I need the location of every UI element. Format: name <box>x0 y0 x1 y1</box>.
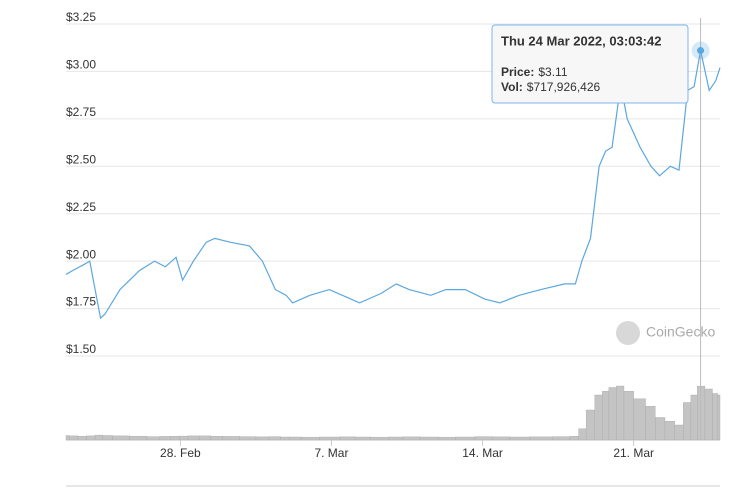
volume-bar <box>94 434 103 441</box>
volume-bar <box>616 385 625 441</box>
volume-bar <box>683 402 692 441</box>
y-tick-label: $3.00 <box>66 58 96 72</box>
volume-bar <box>492 436 510 441</box>
volume-bar <box>69 435 79 441</box>
volume-bar <box>179 435 189 441</box>
volume-bar <box>602 391 610 441</box>
volume-bar <box>65 435 70 441</box>
volume-bar <box>199 435 211 441</box>
volume-bar <box>623 391 634 441</box>
tooltip-line: Vol: $717,926,426 <box>501 80 601 94</box>
volume-bar <box>402 436 421 441</box>
y-tick-label: $2.00 <box>66 247 96 261</box>
volume-bar <box>159 436 171 441</box>
y-tick-label: $2.75 <box>66 105 96 119</box>
volume-bar <box>319 436 341 441</box>
volume-bar <box>86 435 96 441</box>
volume-bar <box>674 424 684 441</box>
volume-bar <box>77 436 87 441</box>
x-tick-label: 14. Mar <box>462 446 503 460</box>
volume-bar <box>255 436 270 441</box>
volume-bar <box>633 398 646 441</box>
y-tick-label: $1.50 <box>66 342 96 356</box>
tooltip-title: Thu 24 Mar 2022, 03:03:42 <box>501 33 661 48</box>
volume-bar <box>664 421 675 441</box>
volume-bar <box>655 417 666 441</box>
volume-bar <box>268 436 281 441</box>
volume-bar <box>222 436 240 441</box>
watermark: CoinGecko <box>616 321 715 345</box>
volume-bar <box>474 436 493 441</box>
volume-bar <box>509 436 531 441</box>
y-tick-label: $3.25 <box>66 10 96 24</box>
x-tick-label: 28. Feb <box>160 446 201 460</box>
volume-bar <box>585 409 596 441</box>
volume-bar <box>712 393 719 441</box>
tooltip-label: Price: <box>501 65 534 79</box>
tooltip-line: Price: $3.11 <box>501 65 568 79</box>
volume-bar <box>717 394 721 441</box>
price-line <box>65 50 721 320</box>
watermark-logo <box>616 321 640 345</box>
watermark-text: CoinGecko <box>646 324 715 340</box>
volume-bar <box>419 436 439 441</box>
volume-bar <box>289 436 302 441</box>
volume-bar <box>608 387 617 441</box>
volume-bar <box>187 435 201 441</box>
volume-bar <box>210 436 223 441</box>
tooltip-label: Vol: <box>501 80 523 94</box>
hover-point <box>697 47 705 55</box>
volume-bar <box>339 436 356 441</box>
volume-bar <box>112 435 130 441</box>
volume-bar <box>388 436 403 441</box>
volume-bar <box>129 436 148 441</box>
volume-bar <box>301 436 320 441</box>
volume-bar <box>438 436 456 441</box>
x-tick-label: 7. Mar <box>314 446 348 460</box>
volume-bar <box>529 436 553 441</box>
volume-bar <box>146 436 161 441</box>
volume-bar <box>280 436 290 441</box>
y-tick-label: $2.25 <box>66 200 96 214</box>
tooltip-value: $717,926,426 <box>527 80 601 94</box>
volume-bar <box>569 436 579 441</box>
volume-bar <box>704 388 713 441</box>
volume-bar <box>355 436 371 441</box>
y-tick-label: $2.50 <box>66 152 96 166</box>
volume-bar <box>552 436 571 441</box>
volume-bar <box>697 385 706 441</box>
volume-bar <box>690 394 698 441</box>
volume-bar <box>239 436 257 441</box>
volume-bar <box>578 428 587 441</box>
x-tick-label: 21. Mar <box>613 446 654 460</box>
tooltip-value: $3.11 <box>538 65 567 79</box>
volume-bar <box>102 435 113 441</box>
volume-bar <box>370 436 389 441</box>
volume-bar <box>455 436 476 441</box>
volume-bar <box>170 436 180 441</box>
tooltip-box <box>491 24 689 104</box>
volume-bar <box>594 394 603 441</box>
volume-bar <box>645 406 656 441</box>
y-tick-label: $1.75 <box>66 295 96 309</box>
